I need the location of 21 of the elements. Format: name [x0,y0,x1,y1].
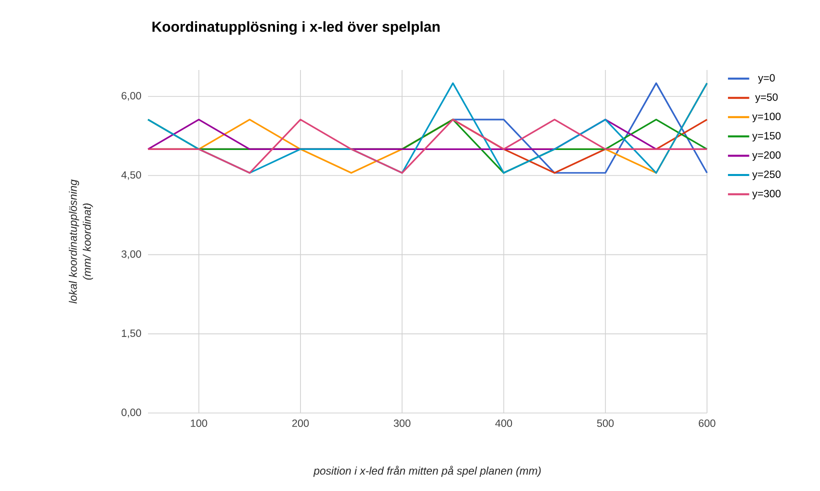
x-tick-label: 200 [292,420,309,427]
y-axis-title: lokal koordinatupplösning (mm/ koordinat) [68,179,94,304]
x-axis-title: position i x-led från mitten på spel planen (mm) [313,466,541,477]
x-tick-label: 300 [394,420,410,427]
y-tick-label: 6,00 [122,92,142,101]
legend-label: y=200 [752,151,781,161]
y-tick-label: 0,00 [122,408,142,418]
x-tick-label: 600 [698,420,716,427]
legend-label: y=250 [752,170,781,180]
x-tick-label: 400 [495,420,512,427]
legend-label: y=50 [755,93,778,103]
legend-label: y=150 [752,132,781,142]
x-tick-label: 100 [190,420,208,427]
legend-label: y=300 [752,190,781,200]
chart-title: Koordinatupplösning i x-led över spelplan [152,21,440,35]
legend-label: y=100 [752,112,781,122]
y-tick-label: 4,50 [121,171,142,180]
y-tick-label: 1,50 [122,330,142,338]
legend-label: y=0 [758,74,775,84]
x-tick-label: 500 [597,420,614,427]
y-tick-label: 3,00 [122,250,142,260]
